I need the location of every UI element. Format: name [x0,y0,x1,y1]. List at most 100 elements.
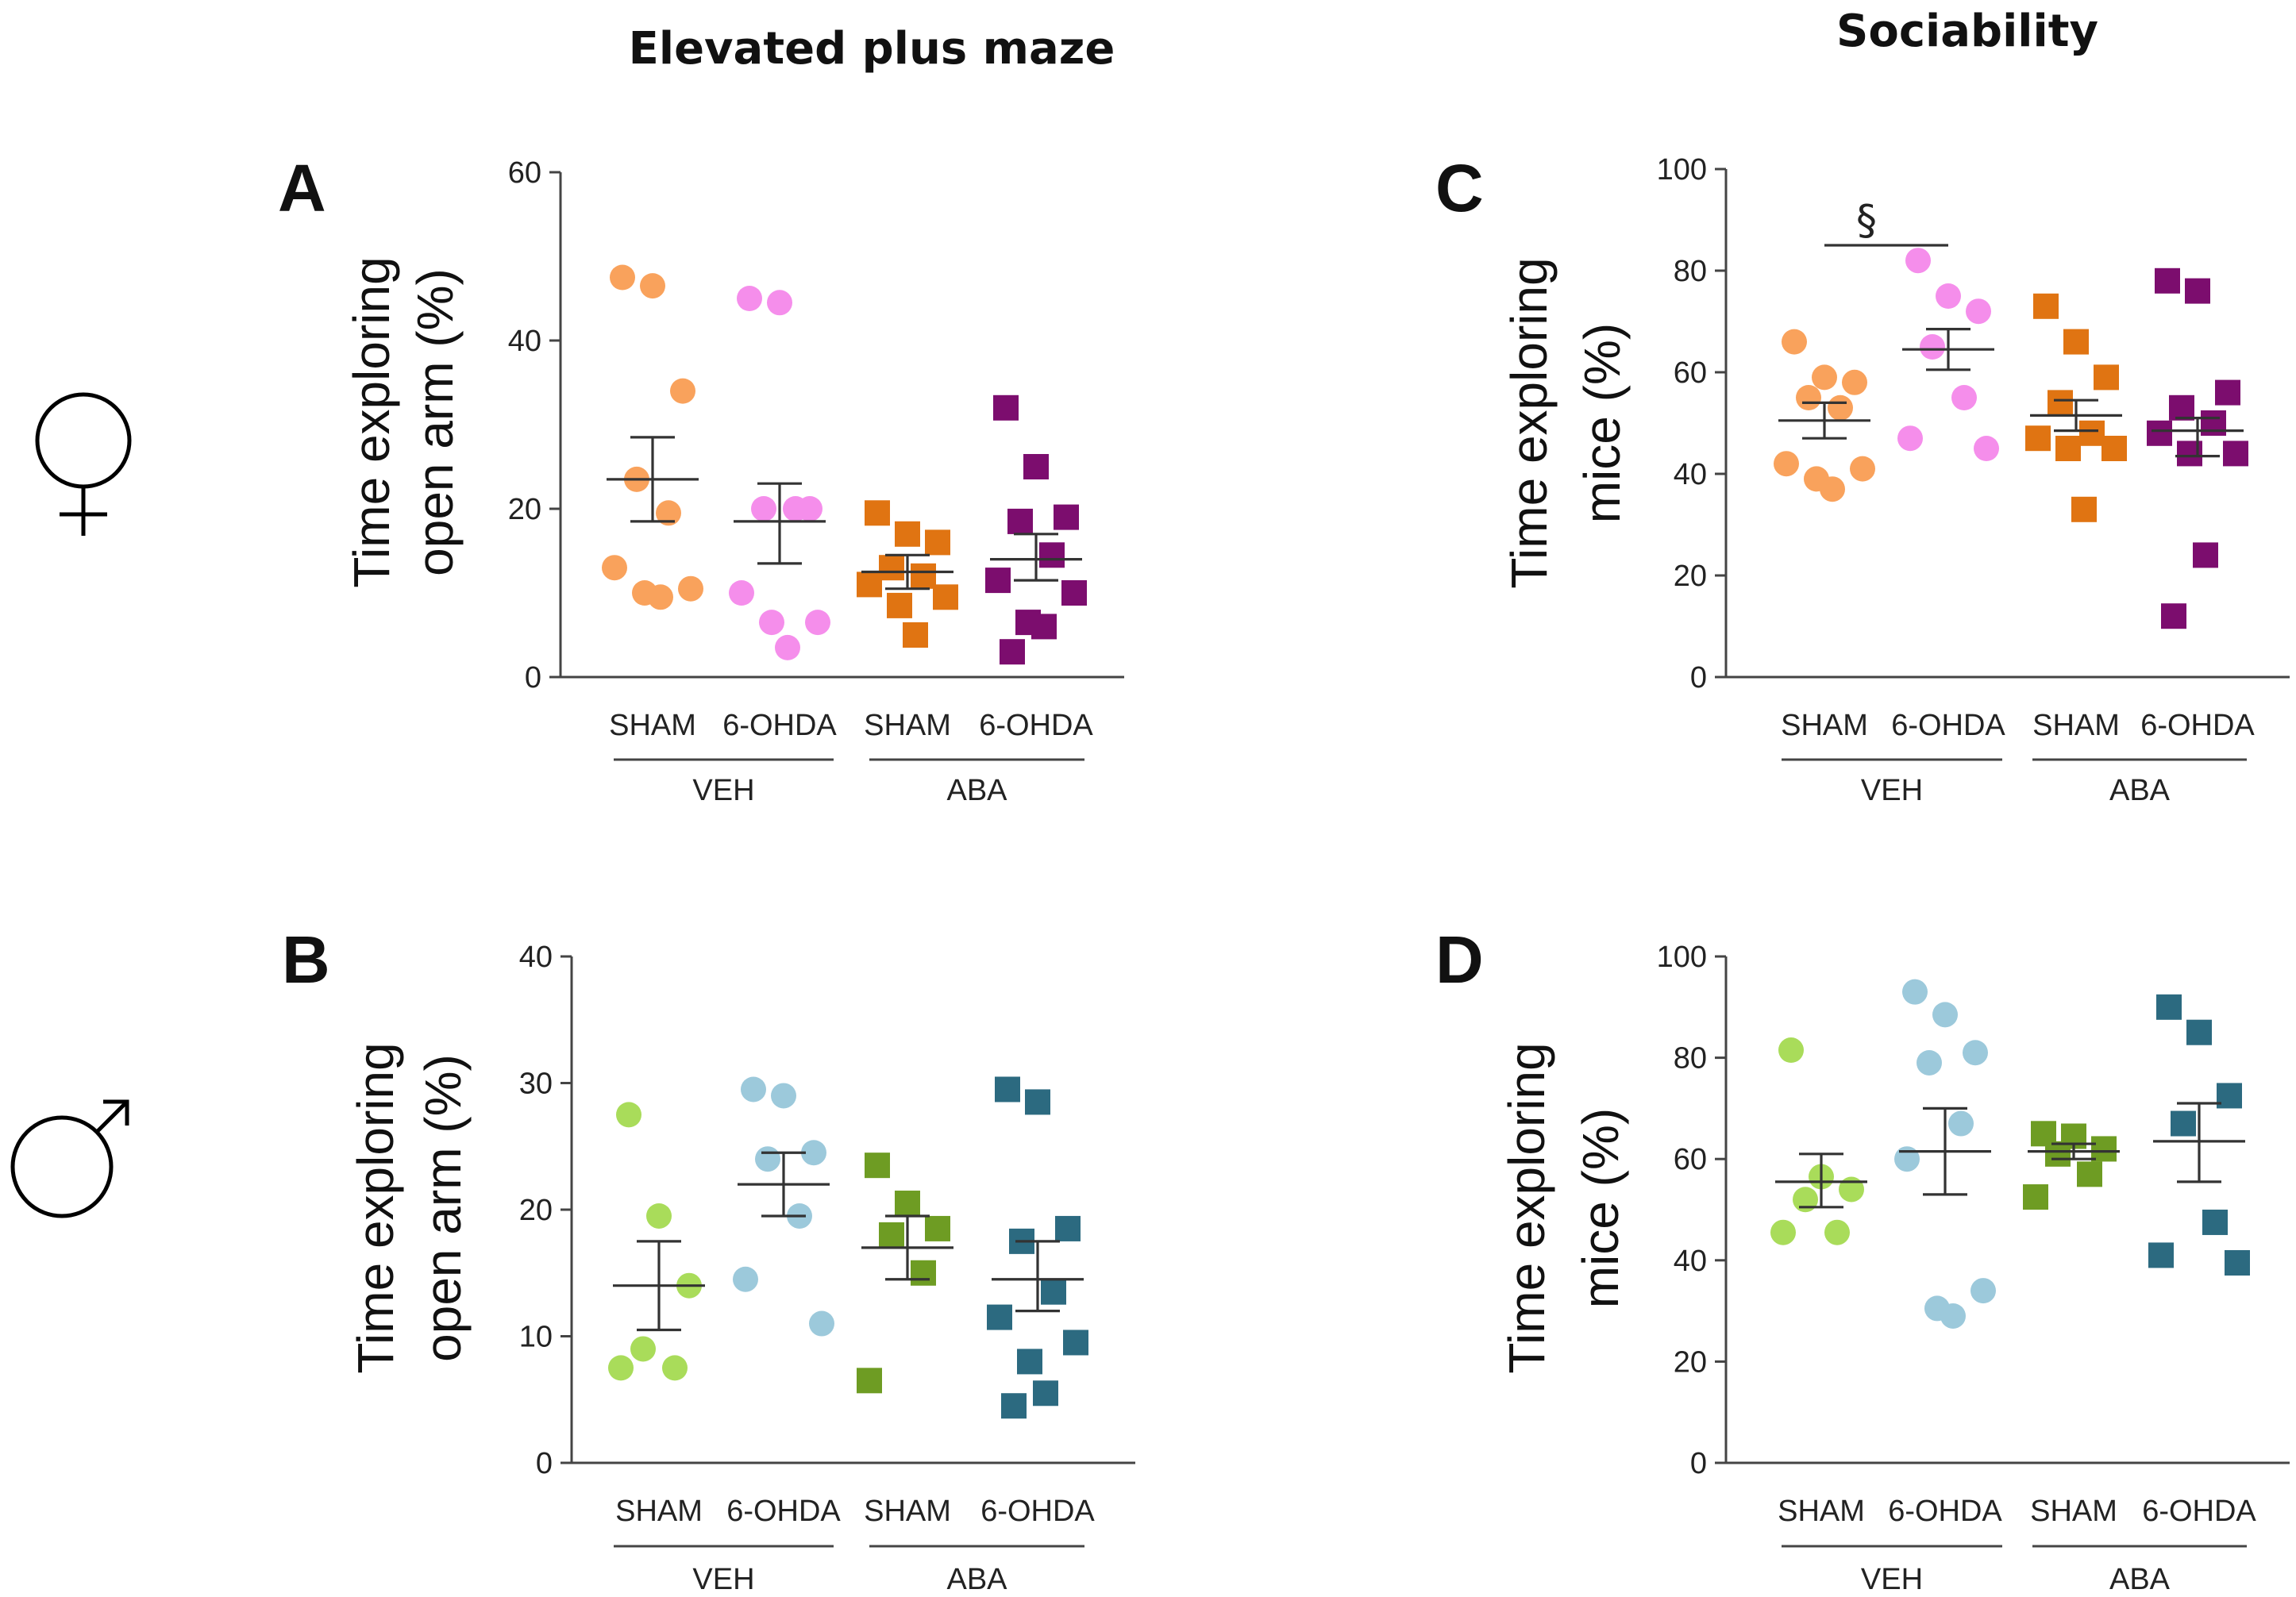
y-tick-label: 40 [1674,458,1707,491]
y-tick-label: 100 [1657,941,1707,974]
data-point [2077,1161,2102,1187]
data-point [865,500,890,526]
y-tick-label: 80 [1674,1042,1707,1076]
x-category-label: 6-OHDA [1888,1495,2002,1528]
group-label-aba: ABA [2109,774,2171,807]
x-category-label: SHAM [615,1495,703,1528]
x-category-label: SHAM [1778,1495,1865,1528]
panel-letter-d: D [1435,922,1484,997]
data-point [879,555,904,581]
data-point [616,1102,641,1128]
data-point [1782,329,1807,355]
data-point [759,610,784,636]
data-point [1920,334,1945,360]
data-point [993,394,1019,421]
y-tick-label: 40 [508,325,541,358]
panel-letter-b: B [282,922,330,997]
y-tick-label: 40 [519,941,553,974]
data-point [2223,441,2248,467]
data-point [2202,1209,2228,1235]
data-point [2225,1249,2250,1276]
data-point [1948,1110,1974,1137]
data-point [1770,1219,1796,1245]
data-point [1793,1187,1818,1213]
data-point [2147,420,2172,446]
y-tick-label: 0 [1690,661,1707,695]
data-point [670,378,695,404]
x-category-label: 6-OHDA [2142,1495,2256,1528]
data-point [1025,1089,1050,1115]
y-tick-label: 40 [1674,1245,1707,1278]
data-point [1940,1303,1966,1329]
y-axis-label-line2: open arm (%) [414,1054,472,1362]
y-axis-label-line2: open arm (%) [406,268,464,576]
data-point [1031,614,1057,640]
y-tick-label: 20 [508,493,541,526]
data-point [925,529,950,556]
data-point [1063,1330,1088,1356]
y-tick-label: 60 [508,156,541,190]
y-tick-label: 10 [519,1321,553,1354]
data-point [2171,1110,2196,1137]
data-point [1017,1349,1042,1375]
female-icon [35,392,132,536]
data-point [1778,1037,1804,1064]
data-point [2091,1136,2117,1162]
x-category-label: SHAM [864,1495,951,1528]
data-point [865,1153,890,1179]
data-point [2025,425,2051,452]
data-point [741,1076,766,1103]
data-point [801,1140,826,1166]
data-point [1039,542,1065,568]
data-point [895,521,920,547]
data-point [2148,1242,2174,1268]
group-label-aba: ABA [946,774,1007,807]
data-point [2094,364,2119,391]
data-point [2185,278,2210,304]
x-category-label: SHAM [864,709,951,742]
data-point [1936,283,1961,309]
data-point [608,1355,634,1381]
data-point [755,1146,780,1172]
y-tick-label: 60 [1674,356,1707,390]
x-category-label: SHAM [1781,709,1868,742]
data-point [2071,496,2097,522]
y-tick-label: 20 [1674,560,1707,593]
data-point [1774,451,1799,477]
data-point [1974,436,1999,461]
data-point [737,286,762,311]
x-category-label: 6-OHDA [2140,709,2255,742]
data-point [2063,329,2089,355]
y-tick-label: 20 [519,1194,553,1227]
x-category-label: 6-OHDA [1891,709,2005,742]
data-point [751,496,776,521]
data-point [2045,1141,2071,1167]
data-point [783,496,808,521]
y-tick-label: 60 [1674,1143,1707,1176]
y-axis-label-line1: Time exploring [1500,257,1558,588]
data-point [1839,1176,1864,1203]
data-point [985,568,1011,594]
data-point [1917,1049,1942,1076]
data-point [2023,1184,2048,1210]
y-axis-label-line2: mice (%) [1574,323,1631,523]
data-point [887,592,912,618]
data-point [767,290,792,316]
data-point [2217,1083,2242,1109]
data-point [2033,293,2059,319]
y-tick-label: 0 [525,661,541,695]
data-point [925,1215,950,1241]
data-point [1796,385,1821,410]
data-point [2169,394,2194,421]
x-category-label: 6-OHDA [726,1495,841,1528]
y-tick-label: 0 [1690,1447,1707,1480]
y-tick-label: 100 [1657,153,1707,187]
y-tick-label: 0 [536,1447,553,1480]
data-point [1897,425,1923,452]
data-point [2193,542,2218,568]
x-category-label: SHAM [2032,709,2120,742]
panel-letter-c: C [1435,151,1484,225]
data-point [729,580,754,606]
data-point [1061,580,1087,606]
data-point [1000,639,1025,665]
